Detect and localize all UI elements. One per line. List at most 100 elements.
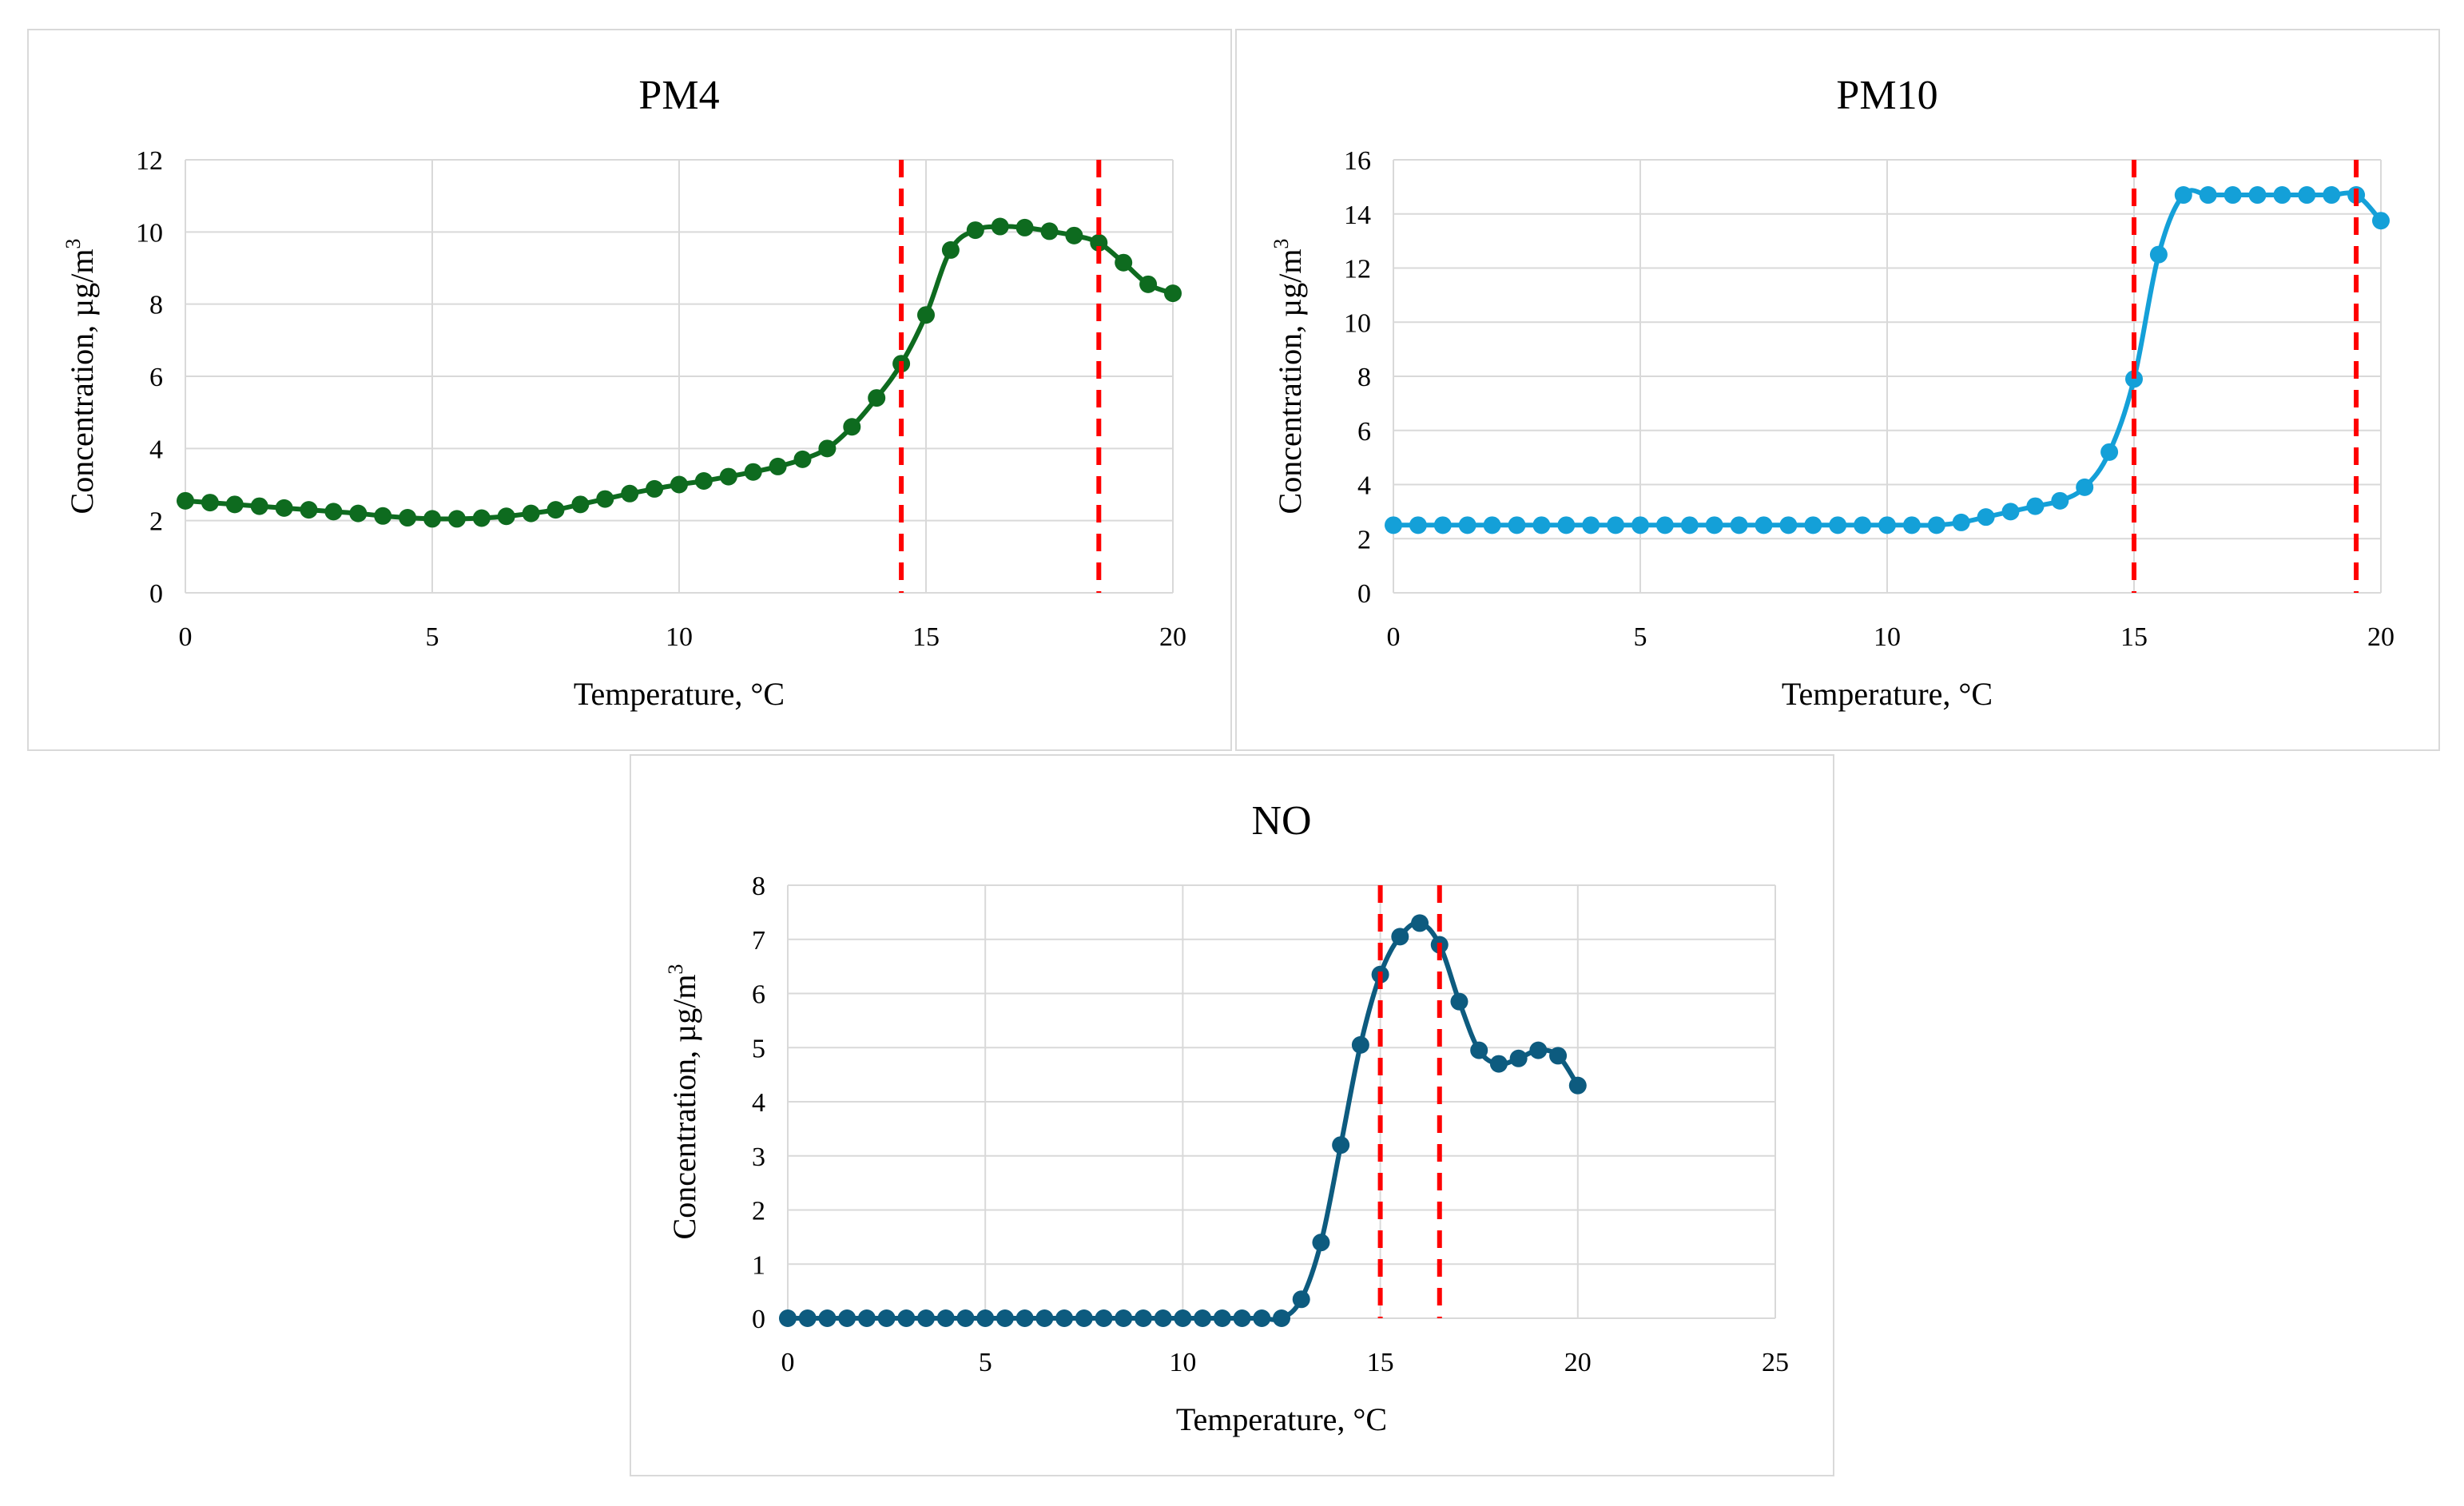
- y-tick-label: 6: [752, 980, 765, 1010]
- data-point: [1040, 222, 1059, 240]
- data-point: [1115, 1309, 1133, 1327]
- data-point: [349, 504, 368, 523]
- y-axis-label-superscript: 3: [664, 964, 687, 975]
- data-point: [843, 418, 861, 436]
- data-point: [1458, 516, 1476, 534]
- data-point: [956, 1309, 975, 1327]
- x-axis-label: Temperature, °C: [1782, 676, 1993, 712]
- y-axis-label: Concentration, µg/m3: [664, 964, 702, 1240]
- x-tick-label: 10: [666, 622, 693, 652]
- x-tick-label: 20: [2367, 622, 2394, 652]
- data-point: [1509, 1049, 1528, 1067]
- y-tick-label: 4: [1357, 471, 1371, 501]
- data-point: [941, 240, 960, 259]
- data-point: [1015, 218, 1034, 236]
- data-point: [1878, 516, 1896, 534]
- data-point: [1253, 1309, 1271, 1327]
- x-tick-label: 0: [781, 1348, 795, 1377]
- data-point: [522, 504, 540, 523]
- x-tick-label: 20: [1159, 622, 1186, 652]
- data-point: [1115, 253, 1133, 272]
- y-tick-label: 12: [1344, 255, 1371, 284]
- y-tick-label: 10: [1344, 308, 1371, 338]
- data-point: [991, 217, 1009, 236]
- data-point: [1409, 516, 1427, 534]
- y-tick-label: 8: [149, 291, 163, 320]
- data-point: [1312, 1234, 1330, 1252]
- y-tick-label: 12: [136, 146, 163, 176]
- data-point: [857, 1309, 876, 1327]
- data-point: [1154, 1309, 1172, 1327]
- data-point: [744, 463, 762, 481]
- data-point: [2224, 186, 2242, 205]
- data-point: [1529, 1041, 1548, 1059]
- data-point: [1804, 516, 1822, 534]
- data-point: [497, 507, 515, 526]
- data-point: [1470, 1041, 1488, 1059]
- y-axis-label-main: Concentration, µg/m: [64, 249, 100, 515]
- data-point: [868, 389, 886, 407]
- y-axis-label: Concentration, µg/m3: [1270, 239, 1308, 515]
- data-point: [917, 306, 935, 324]
- data-point: [1607, 516, 1625, 534]
- data-point: [2298, 186, 2316, 205]
- data-point: [1332, 1136, 1350, 1154]
- data-point: [670, 475, 688, 494]
- data-point: [966, 221, 984, 240]
- data-point: [1854, 516, 1872, 534]
- data-point: [1095, 1309, 1113, 1327]
- data-point: [177, 491, 194, 510]
- data-point: [1090, 233, 1108, 252]
- data-point: [719, 467, 737, 486]
- data-point: [1292, 1290, 1310, 1309]
- data-point: [936, 1309, 955, 1327]
- data-point: [1902, 516, 1921, 534]
- data-point: [793, 450, 812, 468]
- data-point: [2125, 370, 2143, 388]
- data-point: [1134, 1309, 1152, 1327]
- data-point: [1213, 1309, 1231, 1327]
- y-axis-label: Concentration, µg/m3: [62, 239, 100, 515]
- data-point: [646, 479, 664, 498]
- data-point: [1035, 1309, 1054, 1327]
- data-point: [2174, 186, 2192, 205]
- data-point: [1631, 516, 1649, 534]
- x-tick-label: 5: [1634, 622, 1647, 652]
- chart-title: PM10: [1836, 73, 1937, 118]
- y-tick-label: 0: [1357, 579, 1371, 609]
- data-point: [897, 1309, 916, 1327]
- y-tick-label: 6: [149, 363, 163, 392]
- data-point: [1075, 1309, 1093, 1327]
- data-point: [1705, 516, 1723, 534]
- data-point: [225, 495, 244, 514]
- data-point: [423, 510, 441, 528]
- data-point: [1273, 1309, 1290, 1327]
- data-point: [1351, 1035, 1369, 1054]
- data-point: [201, 494, 219, 512]
- y-tick-label: 0: [149, 579, 163, 609]
- data-point: [447, 510, 466, 528]
- data-point: [1015, 1309, 1034, 1327]
- y-axis-label-main: Concentration, µg/m: [666, 975, 702, 1240]
- data-point: [2001, 503, 2020, 521]
- y-tick-label: 5: [752, 1034, 765, 1063]
- data-point: [1829, 516, 1847, 534]
- data-point: [2051, 491, 2069, 510]
- data-point: [769, 457, 787, 475]
- y-tick-label: 8: [752, 872, 765, 901]
- y-tick-label: 0: [752, 1305, 765, 1334]
- data-point: [1233, 1309, 1251, 1327]
- data-point: [818, 1309, 837, 1327]
- data-point: [917, 1309, 936, 1327]
- data-point: [621, 484, 639, 503]
- data-point: [798, 1309, 817, 1327]
- y-tick-label: 4: [752, 1088, 765, 1118]
- data-point: [1779, 516, 1798, 534]
- x-axis-label: Temperature, °C: [1176, 1401, 1387, 1437]
- data-point: [976, 1309, 995, 1327]
- data-point: [694, 471, 713, 490]
- data-point: [571, 495, 590, 514]
- x-tick-label: 5: [426, 622, 439, 652]
- data-point: [2323, 186, 2341, 205]
- data-point: [1450, 992, 1468, 1011]
